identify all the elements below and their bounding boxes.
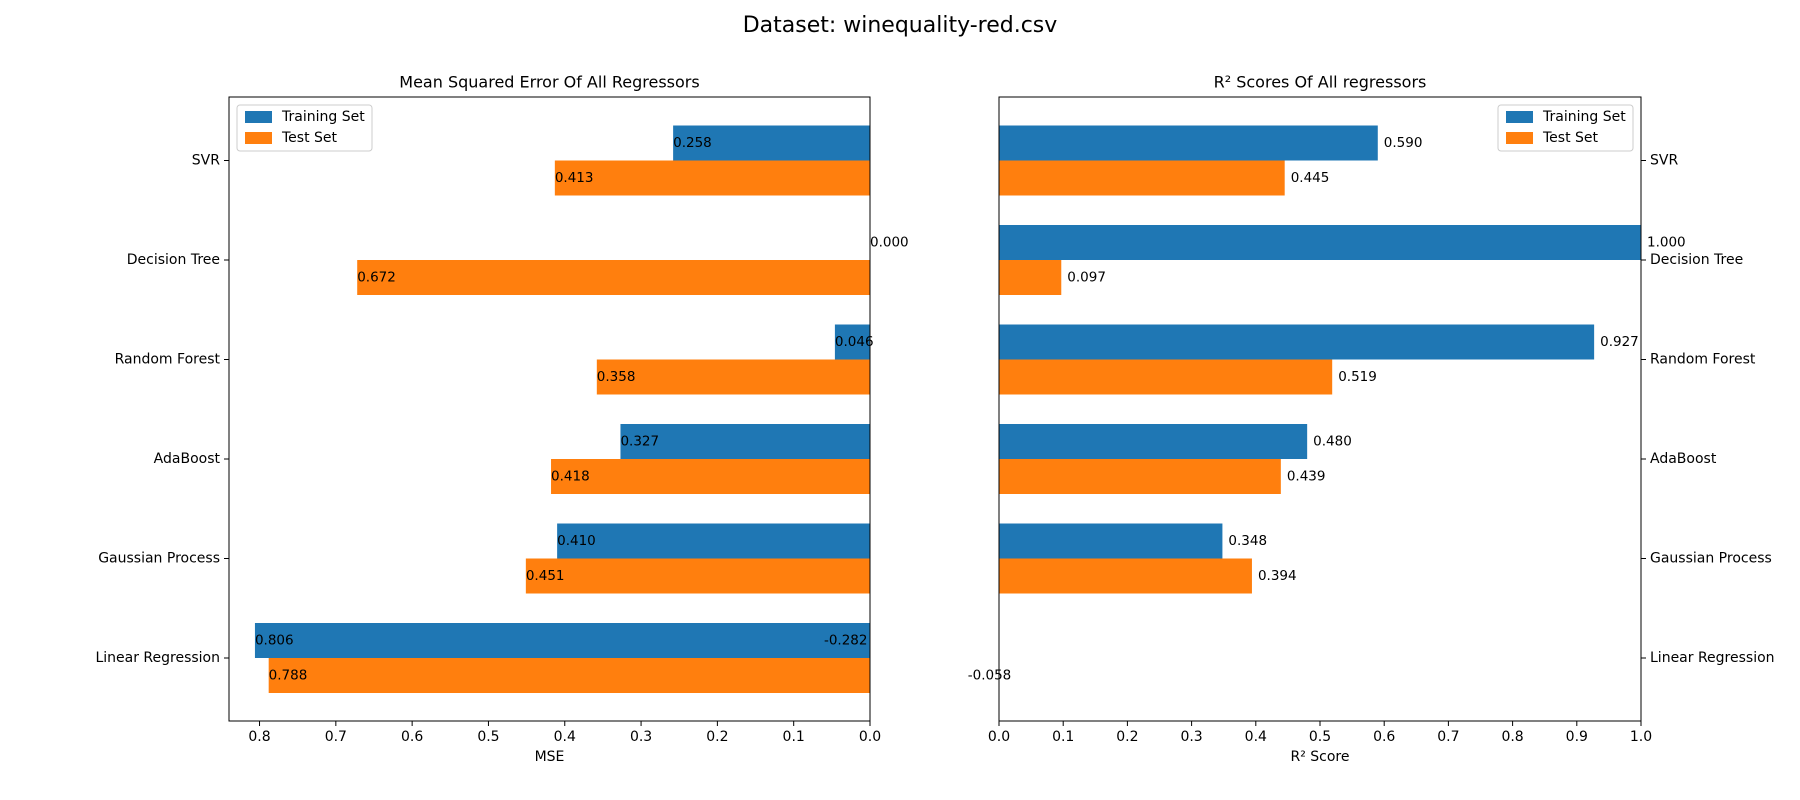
bar [554,160,870,196]
value-label: 0.519 [1338,369,1377,385]
x-tick-label: 0.2 [706,729,728,745]
legend-swatch [1506,111,1533,123]
x-tick-label: 0.6 [401,729,423,745]
bars [254,125,870,693]
bar [999,324,1595,360]
y-tick-label: SVR [192,153,220,169]
bar [999,160,1285,196]
value-label: -0.282 [824,633,868,649]
value-label: 0.806 [255,633,294,649]
value-label: 0.097 [1067,270,1106,286]
axes: Mean Squared Error Of All Regressors MSE 0… [95,73,908,766]
legend-label: Training Set [1542,109,1626,125]
figure-title: Dataset: winequality-red.csv [743,13,1058,38]
y-tick-label: Linear Regression [95,650,220,666]
x-tick-label: 0.0 [859,729,881,745]
bar [999,424,1308,459]
x-tick-label: 0.4 [554,729,576,745]
legend-swatch [245,111,272,123]
axes-title: Mean Squared Error Of All Regressors [399,73,699,92]
bar [999,125,1378,161]
y-tick-label: AdaBoost [154,451,221,467]
x-tick-label: 0.7 [1437,729,1459,745]
bar [999,459,1281,494]
value-label: 0.439 [1287,469,1326,485]
x-tick-label: 0.8 [248,729,270,745]
value-label: 0.046 [835,334,874,350]
value-label: 0.480 [1313,434,1352,450]
value-label: 0.000 [870,235,909,251]
x-axis-label: MSE [535,749,565,765]
legend-label: Test Set [1542,130,1599,146]
bar [268,658,870,693]
bar [834,324,870,360]
x-tick-label: 0.3 [1180,729,1202,745]
bar [999,558,1252,594]
value-label: 0.358 [597,369,636,385]
value-label: 0.258 [673,135,712,151]
x-tick-label: 0.1 [783,729,805,745]
x-tick-label: 0.5 [1309,729,1331,745]
value-label: -0.058 [968,668,1012,684]
x-tick-label: 0.0 [988,729,1010,745]
y-tick-label: Random Forest [115,352,221,368]
bar [254,623,870,658]
x-axis-label: R² Score [1290,749,1349,765]
axes-title: R² Scores Of All regressors [1214,73,1427,92]
axes: R² Scores Of All regressors R² Score 0.0 0.… [824,73,1775,766]
x-tick-label: 0.3 [630,729,652,745]
bar [551,459,870,494]
bars [999,125,1641,594]
value-label: 0.410 [557,533,596,549]
x-tick-label: 0.1 [1052,729,1074,745]
bar [357,260,870,295]
axes-frame [998,96,1642,722]
y-tick-label: Gaussian Process [98,551,220,567]
value-label: 0.348 [1228,533,1267,549]
legend-label: Test Set [281,130,338,146]
value-label: 0.413 [555,170,594,186]
y-tick-label: AdaBoost [1650,451,1717,467]
value-label: 0.672 [357,270,396,286]
y-tick-label: Linear Regression [1650,650,1775,666]
bar [999,523,1223,559]
value-label: 1.000 [1647,235,1686,251]
value-label: 0.788 [269,668,308,684]
legend-label: Training Set [281,109,365,125]
bar [620,424,870,459]
x-tick-label: 0.6 [1373,729,1395,745]
y-tick-label: Decision Tree [1650,252,1743,268]
y-tick-label: Gaussian Process [1650,551,1772,567]
x-tick-label: 0.9 [1566,729,1588,745]
value-label: 0.451 [526,568,565,584]
value-label: 0.418 [551,469,590,485]
x-tick-label: 0.5 [477,729,499,745]
x-tick-label: 0.2 [1116,729,1138,745]
y-tick-label: SVR [1650,153,1678,169]
x-tick-label: 0.8 [1501,729,1523,745]
y-tick-label: Random Forest [1650,352,1756,368]
bar [999,359,1333,395]
legend-swatch [245,132,272,144]
value-label: 0.327 [620,434,659,450]
x-tick-label: 0.4 [1245,729,1267,745]
bar [525,558,870,594]
bar [557,523,870,559]
legend-swatch [1506,132,1533,144]
value-label: 0.445 [1291,170,1330,186]
value-label: 0.394 [1258,568,1297,584]
bar [673,125,870,161]
y-tick-label: Decision Tree [127,252,220,268]
value-label: 0.590 [1384,135,1423,151]
axes-frame [228,96,871,722]
value-label: 0.927 [1600,334,1639,350]
x-tick-label: 1.0 [1630,729,1652,745]
x-tick-label: 0.7 [325,729,347,745]
bar [596,359,870,395]
bar [999,260,1062,295]
bar [999,225,1641,260]
